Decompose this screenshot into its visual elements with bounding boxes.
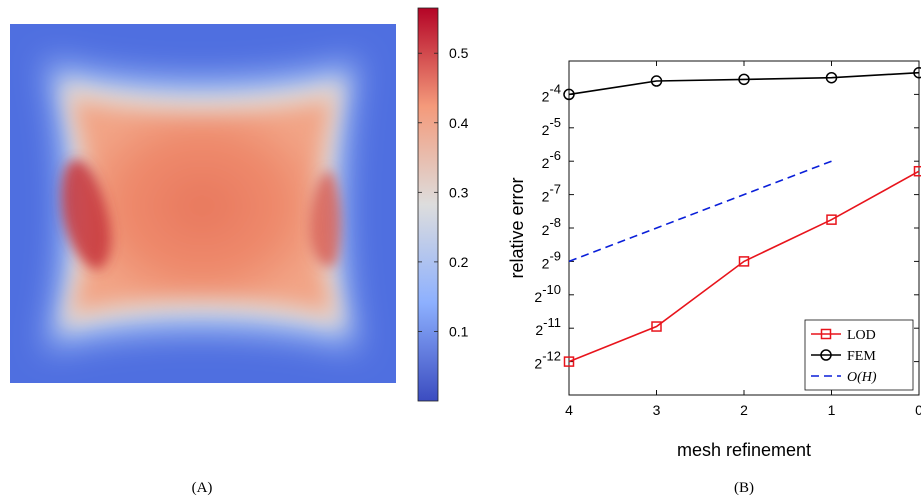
legend: LOD FEM O(H) — [804, 319, 914, 391]
x-tick-label: 0 — [915, 402, 921, 418]
data-point-fem — [825, 71, 838, 84]
x-tick-label: 3 — [653, 402, 661, 418]
colorbar-tick-label: 0.4 — [449, 115, 469, 131]
y-tick-label: 2-12 — [534, 349, 561, 372]
series-line-fem — [568, 71, 920, 96]
data-point-fem — [913, 66, 921, 79]
heatmap-left-hotspot — [61, 159, 112, 270]
legend-marker-lod — [820, 328, 832, 340]
data-point-lod — [738, 256, 750, 267]
y-tick-label: 2-6 — [542, 148, 561, 171]
legend-label-o-h: O(H) — [847, 370, 877, 385]
data-point-lod — [651, 321, 662, 332]
data-point-lod — [913, 165, 921, 177]
x-tick-label: 2 — [740, 402, 748, 418]
heatmap-warm-region — [72, 100, 332, 312]
y-axis-label: relative error — [507, 177, 527, 278]
x-tick-label: 4 — [565, 402, 573, 418]
legend-marker-fem — [820, 349, 832, 361]
colorbar-tick-label: 0.3 — [449, 184, 469, 200]
legend-label-lod: LOD — [847, 328, 876, 343]
colorbar-ticks: 0.1 0.2 0.3 0.4 0.5 — [418, 45, 469, 339]
y-tick-label: 2-4 — [542, 81, 561, 104]
axis-ticks: 4 3 2 1 0 2-12 2-11 2-10 2-9 2-8 2-7 2-6 2-5 2-4 — [534, 61, 921, 418]
caption-a: (A) — [192, 480, 213, 496]
y-tick-label: 2-5 — [542, 115, 561, 138]
data-point-fem — [738, 73, 750, 86]
heatmap-panel: 0.1 0.2 0.3 0.4 0.5 (A) — [10, 7, 469, 496]
colorbar — [417, 7, 439, 402]
legend-label-fem: FEM — [847, 349, 876, 364]
convergence-panel: 4 3 2 1 0 2-12 2-11 2-10 2-9 2-8 2-7 2-6 2-5 2-4 LOD F… — [507, 60, 921, 496]
heatmap-right-hotspot — [309, 170, 341, 267]
x-axis-label: mesh refinement — [677, 440, 811, 460]
colorbar-tick-label: 0.2 — [449, 254, 469, 270]
x-tick-label: 1 — [828, 402, 836, 418]
colorbar-tick-label: 0.1 — [449, 323, 469, 339]
series-layer — [563, 66, 921, 367]
y-tick-label: 2-7 — [542, 182, 561, 205]
data-point-lod — [563, 356, 575, 367]
series-line-o-h — [568, 160, 832, 263]
data-point-fem — [650, 75, 663, 87]
y-tick-label: 2-9 — [542, 248, 561, 271]
caption-b: (B) — [734, 480, 754, 496]
y-tick-label: 2-11 — [535, 315, 561, 338]
y-tick-label: 2-10 — [534, 282, 561, 305]
y-tick-label: 2-8 — [542, 215, 561, 238]
data-point-lod — [826, 214, 837, 225]
colorbar-tick-label: 0.5 — [449, 45, 469, 61]
data-point-fem — [563, 88, 575, 101]
series-line-lod — [568, 170, 920, 363]
